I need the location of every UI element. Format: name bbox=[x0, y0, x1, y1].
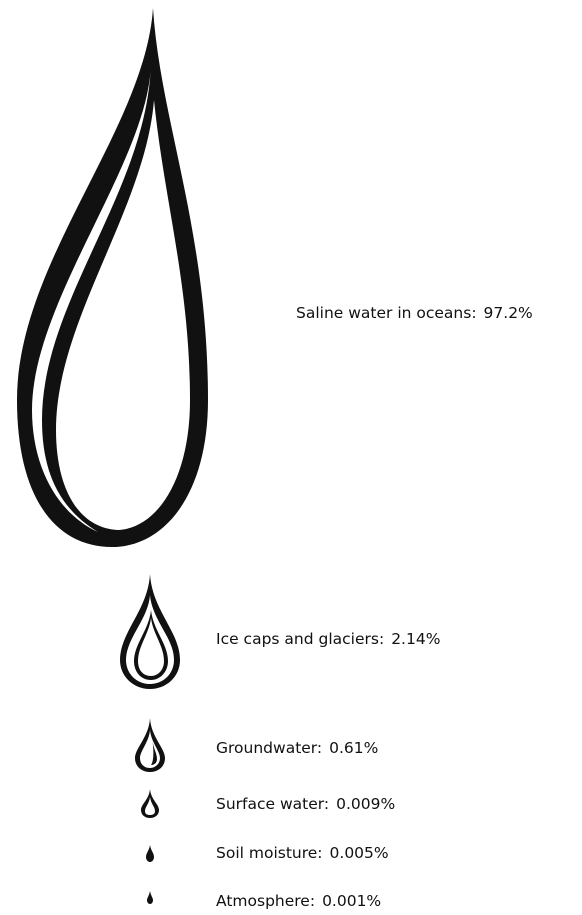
item-amount: 0.61% bbox=[329, 739, 378, 757]
item-label: Saline water in oceans: bbox=[296, 304, 477, 322]
drop bbox=[146, 845, 154, 862]
item-caption: Atmosphere: 0.001% bbox=[216, 892, 381, 910]
item-amount: 97.2% bbox=[484, 304, 533, 322]
item-amount: 0.009% bbox=[336, 795, 395, 813]
item-caption: Saline water in oceans: 97.2% bbox=[296, 304, 533, 322]
item-caption: Soil moisture: 0.005% bbox=[216, 844, 389, 862]
item-label: Surface water: bbox=[216, 795, 329, 813]
item-amount: 2.14% bbox=[391, 630, 440, 648]
page: Saline water in oceans: 97.2% Ice caps and… bbox=[0, 0, 582, 915]
item-label: Ice caps and glaciers: bbox=[216, 630, 384, 648]
item-caption: Surface water: 0.009% bbox=[216, 795, 395, 813]
item-label: Soil moisture: bbox=[216, 844, 323, 862]
item-label: Groundwater: bbox=[216, 739, 322, 757]
diagram: Saline water in oceans: 97.2% Ice caps and… bbox=[0, 0, 582, 915]
item-label: Atmosphere: bbox=[216, 892, 315, 910]
drop bbox=[141, 789, 159, 818]
item-caption: Groundwater: 0.61% bbox=[216, 739, 378, 757]
drop bbox=[147, 891, 153, 904]
large-drop bbox=[17, 8, 208, 547]
drop bbox=[120, 574, 180, 689]
item-amount: 0.005% bbox=[330, 844, 389, 862]
drop bbox=[135, 718, 165, 772]
item-caption: Ice caps and glaciers: 2.14% bbox=[216, 630, 440, 648]
item-amount: 0.001% bbox=[322, 892, 381, 910]
